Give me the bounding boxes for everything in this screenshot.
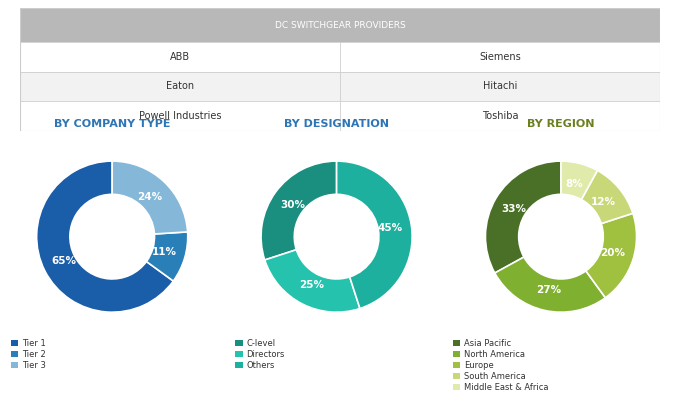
- FancyBboxPatch shape: [340, 42, 660, 72]
- FancyBboxPatch shape: [20, 8, 660, 42]
- Wedge shape: [561, 161, 598, 200]
- FancyBboxPatch shape: [20, 42, 340, 72]
- Text: 65%: 65%: [51, 256, 76, 266]
- Text: Eaton: Eaton: [166, 82, 194, 91]
- Text: 45%: 45%: [378, 223, 403, 233]
- Text: Siemens: Siemens: [479, 52, 521, 62]
- FancyBboxPatch shape: [340, 72, 660, 101]
- Wedge shape: [581, 171, 633, 224]
- Text: 33%: 33%: [502, 204, 527, 214]
- Text: DC SWITCHGEAR PROVIDERS: DC SWITCHGEAR PROVIDERS: [275, 21, 405, 30]
- Text: Powell Industries: Powell Industries: [139, 111, 222, 121]
- Wedge shape: [337, 161, 412, 308]
- Text: BY REGION: BY REGION: [527, 118, 595, 129]
- Text: Toshiba: Toshiba: [481, 111, 518, 121]
- Text: 11%: 11%: [152, 247, 177, 257]
- Wedge shape: [586, 213, 636, 298]
- Wedge shape: [37, 161, 173, 312]
- FancyBboxPatch shape: [20, 101, 340, 131]
- Text: 8%: 8%: [566, 179, 583, 189]
- FancyBboxPatch shape: [20, 72, 340, 101]
- Text: 27%: 27%: [537, 285, 562, 295]
- Wedge shape: [112, 161, 188, 234]
- Text: BY DESIGNATION: BY DESIGNATION: [284, 118, 389, 129]
- Wedge shape: [265, 250, 360, 312]
- Text: 30%: 30%: [280, 200, 305, 210]
- Text: 24%: 24%: [137, 192, 162, 202]
- Wedge shape: [146, 232, 188, 281]
- Legend: Tier 1, Tier 2, Tier 3: Tier 1, Tier 2, Tier 3: [11, 339, 46, 370]
- Wedge shape: [261, 161, 337, 260]
- Text: BY COMPANY TYPE: BY COMPANY TYPE: [54, 118, 171, 129]
- Text: 20%: 20%: [600, 248, 625, 258]
- FancyBboxPatch shape: [340, 101, 660, 131]
- Wedge shape: [495, 257, 605, 312]
- Text: 25%: 25%: [299, 280, 324, 290]
- Text: Hitachi: Hitachi: [483, 82, 517, 91]
- Legend: Asia Pacific, North America, Europe, South America, Middle East & Africa: Asia Pacific, North America, Europe, Sou…: [453, 339, 548, 392]
- Text: 12%: 12%: [590, 197, 615, 207]
- Text: ABB: ABB: [170, 52, 190, 62]
- Legend: C-level, Directors, Others: C-level, Directors, Others: [235, 339, 284, 370]
- Wedge shape: [486, 161, 561, 273]
